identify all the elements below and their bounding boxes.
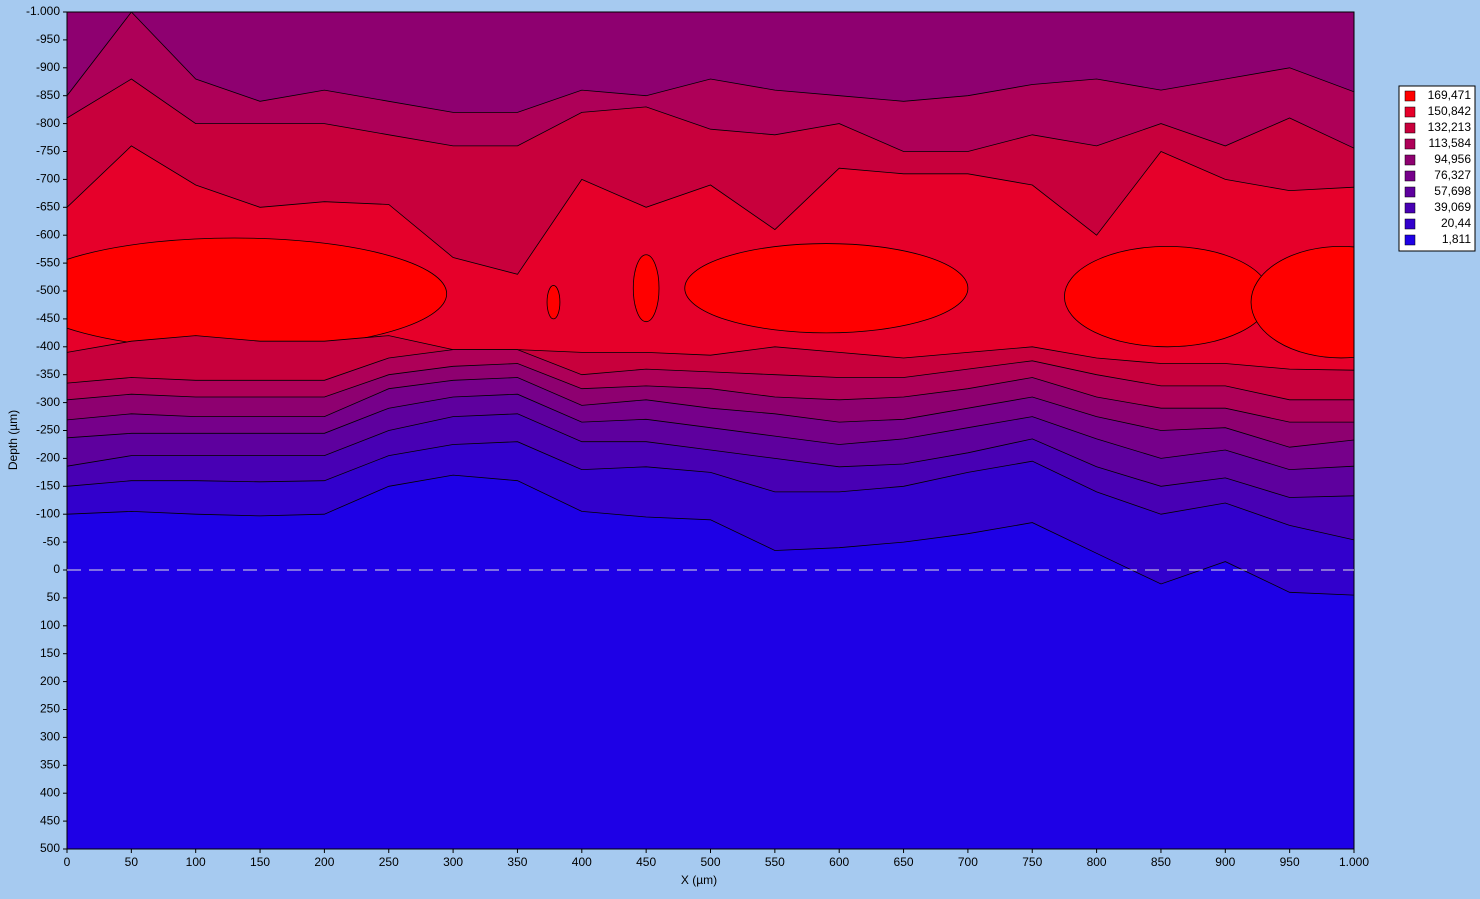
contour-line bbox=[67, 349, 1354, 401]
contour-line bbox=[67, 377, 1354, 448]
x-axis-label: X (µm) bbox=[681, 873, 717, 887]
y-tick-label: -100 bbox=[36, 506, 60, 520]
x-tick-label: 0 bbox=[64, 855, 71, 869]
legend-swatch bbox=[1404, 138, 1416, 150]
y-tick-label: -200 bbox=[36, 451, 60, 465]
legend-label: 150,842 bbox=[1428, 104, 1472, 118]
legend-label: 113,584 bbox=[1429, 136, 1472, 150]
legend-label: 169,471 bbox=[1428, 88, 1472, 102]
legend-swatch bbox=[1404, 186, 1416, 198]
x-tick-label: 1.000 bbox=[1339, 855, 1369, 869]
y-tick-label: 500 bbox=[40, 841, 60, 855]
legend-swatch bbox=[1404, 90, 1416, 102]
x-tick-label: 550 bbox=[765, 855, 785, 869]
x-tick-label: 650 bbox=[894, 855, 914, 869]
y-tick-label: 400 bbox=[40, 785, 60, 799]
x-tick-label: 950 bbox=[1280, 855, 1300, 869]
y-tick-label: -700 bbox=[36, 172, 60, 186]
y-tick-label: -550 bbox=[36, 255, 60, 269]
x-tick-label: 700 bbox=[958, 855, 978, 869]
x-tick-label: 250 bbox=[379, 855, 399, 869]
legend-label: 1,811 bbox=[1442, 232, 1471, 246]
peak bbox=[1250, 245, 1354, 359]
y-tick-label: -400 bbox=[36, 339, 60, 353]
y-tick-label: 150 bbox=[40, 646, 60, 660]
y-tick-label: 250 bbox=[40, 702, 60, 716]
legend-label: 20,44 bbox=[1441, 216, 1471, 230]
peak bbox=[546, 285, 561, 320]
y-tick-label: -450 bbox=[36, 311, 60, 325]
plot-area bbox=[67, 12, 1354, 849]
contour-line bbox=[67, 413, 1354, 498]
legend-label: 132,213 bbox=[1428, 120, 1472, 134]
legend-swatch bbox=[1404, 218, 1416, 230]
legend-label: 94,956 bbox=[1434, 152, 1471, 166]
y-tick-label: -150 bbox=[36, 478, 60, 492]
contour-line bbox=[67, 363, 1354, 423]
x-tick-label: 850 bbox=[1151, 855, 1171, 869]
y-tick-label: -50 bbox=[43, 534, 61, 548]
legend-swatch bbox=[1404, 122, 1416, 134]
legend-swatch bbox=[1404, 202, 1416, 214]
y-tick-label: -750 bbox=[36, 144, 60, 158]
contour-line bbox=[67, 12, 1354, 113]
contour-line bbox=[67, 393, 1354, 471]
y-axis-label: Depth (µm) bbox=[6, 410, 20, 470]
contour-line bbox=[67, 78, 1354, 152]
y-tick-label: -300 bbox=[36, 395, 60, 409]
legend-swatch bbox=[1404, 234, 1416, 246]
legend-label: 76,327 bbox=[1434, 168, 1471, 182]
x-tick-label: 100 bbox=[186, 855, 206, 869]
y-tick-label: -600 bbox=[36, 227, 60, 241]
y-tick-label: 350 bbox=[40, 757, 60, 771]
y-tick-label: 50 bbox=[47, 590, 61, 604]
x-tick-label: 300 bbox=[443, 855, 463, 869]
x-tick-label: 450 bbox=[636, 855, 656, 869]
x-tick-label: 50 bbox=[125, 855, 139, 869]
x-tick-label: 600 bbox=[829, 855, 849, 869]
peak bbox=[632, 254, 660, 323]
y-tick-label: -850 bbox=[36, 88, 60, 102]
x-tick-label: 750 bbox=[1022, 855, 1042, 869]
x-tick-label: 500 bbox=[700, 855, 720, 869]
legend-label: 57,698 bbox=[1434, 184, 1471, 198]
legend-swatch bbox=[1404, 106, 1416, 118]
y-tick-label: -800 bbox=[36, 116, 60, 130]
y-tick-label: -900 bbox=[36, 60, 60, 74]
x-tick-label: 150 bbox=[250, 855, 270, 869]
y-tick-label: 450 bbox=[40, 813, 60, 827]
contour-line bbox=[67, 145, 1354, 275]
x-tick-label: 800 bbox=[1087, 855, 1107, 869]
contour-line bbox=[67, 474, 1354, 596]
x-tick-label: 400 bbox=[572, 855, 592, 869]
y-tick-label: 0 bbox=[53, 562, 60, 576]
y-tick-label: -500 bbox=[36, 283, 60, 297]
y-tick-label: 200 bbox=[40, 674, 60, 688]
legend-swatch bbox=[1404, 170, 1416, 182]
y-tick-label: -350 bbox=[36, 367, 60, 381]
peak bbox=[684, 243, 969, 334]
y-tick-label: 300 bbox=[40, 730, 60, 744]
legend-swatch bbox=[1404, 154, 1416, 166]
y-tick-label: -950 bbox=[36, 32, 60, 46]
x-tick-label: 350 bbox=[507, 855, 527, 869]
contour-line bbox=[67, 335, 1354, 371]
x-tick-label: 200 bbox=[314, 855, 334, 869]
contour-band bbox=[67, 475, 1354, 849]
legend-label: 39,069 bbox=[1434, 200, 1471, 214]
y-tick-label: 100 bbox=[40, 618, 60, 632]
y-tick-label: -1.000 bbox=[26, 4, 60, 18]
x-tick-label: 900 bbox=[1215, 855, 1235, 869]
contour-line bbox=[67, 441, 1354, 541]
y-tick-label: -650 bbox=[36, 199, 60, 213]
y-tick-label: -250 bbox=[36, 423, 60, 437]
peak bbox=[67, 237, 448, 350]
peak bbox=[1064, 245, 1271, 348]
